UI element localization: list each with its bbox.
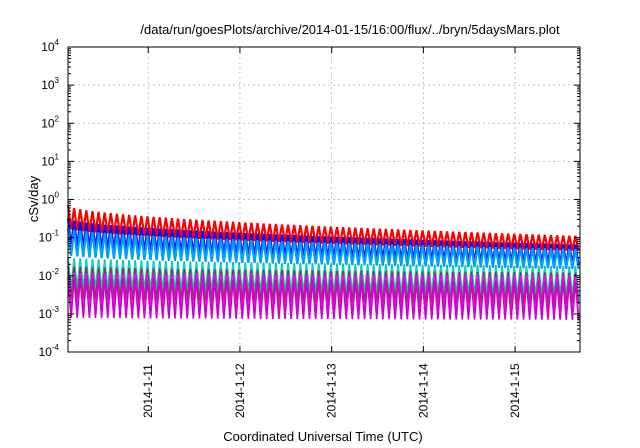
ticks [68, 46, 580, 353]
y-tick-label: 10-1 [39, 229, 60, 245]
chart-title: /data/run/goesPlots/archive/2014-01-15/1… [140, 22, 560, 37]
y-tick-label: 103 [41, 76, 59, 92]
x-axis-label: Coordinated Universal Time (UTC) [223, 429, 422, 444]
x-tick-label: 2014-1-15 [508, 363, 522, 418]
y-tick-label: 10-2 [39, 267, 60, 283]
series-line [66, 205, 580, 252]
x-axis-tick-labels: 2014-1-11 2014-1-12 2014-1-13 2014-1-14 2014… [141, 363, 522, 418]
series-line [67, 277, 580, 320]
y-axis-label: cSv/day [26, 175, 41, 222]
y-tick-label: 102 [41, 114, 59, 130]
y-axis-tick-labels: 10-4 10-3 10-2 10-1 100 101 102 103 104 [39, 38, 60, 359]
y-tick-label: 10-3 [39, 305, 60, 321]
x-tick-label: 2014-1-14 [416, 363, 430, 418]
series-group [66, 205, 580, 320]
y-tick-label: 10-4 [39, 343, 60, 359]
x-tick-label: 2014-1-12 [233, 363, 247, 418]
series-line [66, 227, 580, 270]
y-tick-label: 100 [41, 191, 59, 207]
y-tick-label: 104 [41, 38, 59, 54]
x-tick-label: 2014-1-13 [325, 363, 339, 418]
y-tick-label: 101 [41, 152, 59, 168]
x-tick-label: 2014-1-11 [141, 364, 155, 418]
